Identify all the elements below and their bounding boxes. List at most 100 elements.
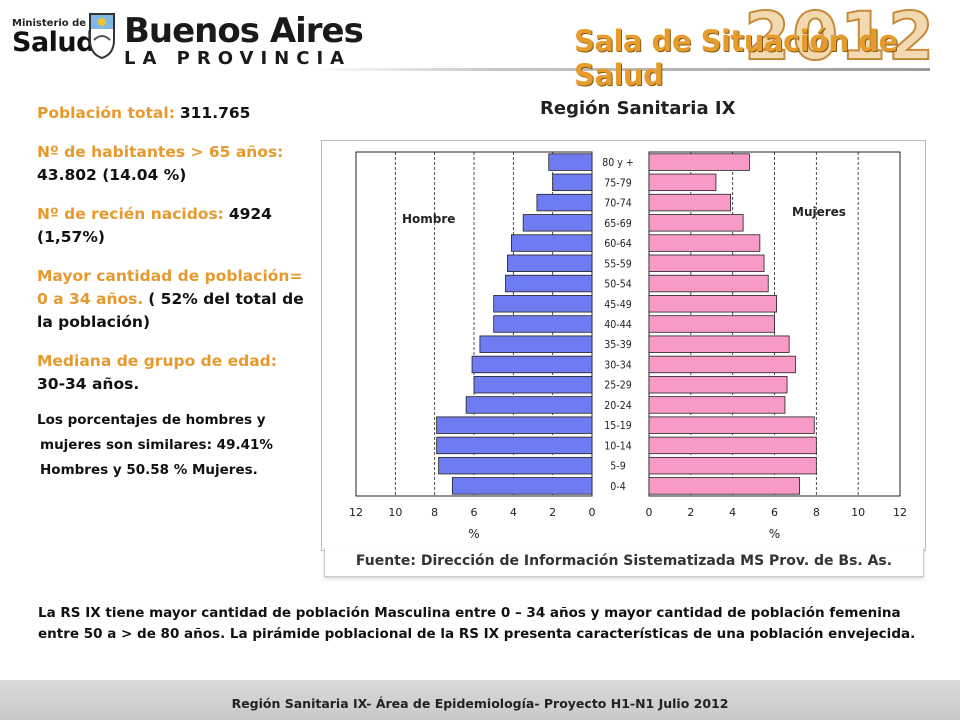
left-tick-label: 10 [388,506,402,519]
nacidos-value: 4924 [228,205,272,223]
age-group-label: 65-69 [604,218,631,230]
male-bar [536,193,593,212]
age-group-label: 40-44 [604,319,631,331]
right-tick-label: 0 [646,506,653,519]
right-tick-label: 4 [729,506,736,519]
female-bar [648,234,761,252]
female-bar [648,173,717,192]
male-bar [473,376,593,394]
chart-title: Región Sanitaria IX [540,98,736,119]
nacidos-line: Nº de recién nacidos: 4924 [37,203,317,226]
age-group-label: 45-49 [604,299,631,311]
female-bar [648,315,775,333]
age-group-label: 55-59 [604,258,631,270]
mayor-poblacion-line: Mayor cantidad de población= 0 a 34 años… [37,265,317,334]
right-axis-label: % [769,527,780,541]
female-bar [648,254,765,272]
age-group-label: 20-24 [604,400,631,412]
year-label: 2012 [743,0,936,75]
ministerio-logo: Ministerio de Salud [12,18,118,64]
population-pyramid-chart: 80 y + 75-79 70-74 65-69 60-64 55-59 50-54 45-4… [321,140,926,551]
male-bar [479,335,593,353]
male-bar [505,274,593,293]
summary-text: La RS IX tiene mayor cantidad de poblaci… [38,605,916,642]
buenos-aires-wordmark: Buenos Aires [124,11,364,51]
female-bar [648,335,790,353]
male-bar [471,355,593,374]
male-bar [507,254,593,272]
age-group-label: 80 y + [602,157,634,169]
source-box: Fuente: Dirección de Información Sistema… [324,548,924,577]
male-series-label: Hombre [402,212,455,226]
age-group-label: 10-14 [604,440,631,452]
male-bar [493,295,593,313]
male-bar [548,153,593,171]
mayores-label: Nº de habitantes > 65 años: [37,143,284,161]
left-tick-label: 0 [589,506,596,519]
male-bar [465,396,593,414]
left-tick-label: 2 [549,506,556,519]
poblacion-value: 311.765 [179,104,251,122]
pyramid-svg: 80 y + 75-79 70-74 65-69 60-64 55-59 50-54 45-4… [349,151,907,541]
age-group-label: 35-39 [604,339,631,351]
nacidos-pct: (1,57%) [37,228,105,246]
female-series-label: Mujeres [792,205,846,219]
female-bar [648,355,796,374]
female-bar [648,396,786,414]
male-bar [436,416,593,434]
ministerio-label: Ministerio de [12,18,87,29]
male-bar [438,456,593,475]
age-group-label: 5-9 [610,461,625,473]
female-bar [648,274,769,293]
left-axis-label: % [468,527,479,541]
mediana-value: 30-34 años. [37,375,140,393]
female-bar [648,436,817,455]
porcentajes-line-3: Hombres y 50.58 % Mujeres. [40,462,258,478]
age-group-label: 50-54 [604,279,631,291]
male-bar [493,315,593,333]
male-bar [436,436,593,455]
female-bar [648,477,801,495]
buenos-aires-logo: Buenos Aires LA PROVINCIA [124,11,364,69]
right-tick-label: 12 [893,506,907,519]
female-bar [648,376,788,394]
female-bar [648,295,777,313]
mayor-poblacion-label: Mayor cantidad de población= 0 a 34 años… [37,267,303,308]
male-bar [522,214,593,232]
source-text: Fuente: Dirección de Información Sistema… [355,553,893,569]
la-provincia-wordmark: LA PROVINCIA [124,48,352,69]
right-tick-label: 6 [771,506,778,519]
right-tick-label: 10 [851,506,865,519]
age-group-label: 15-19 [604,420,631,432]
age-group-label: 0-4 [610,481,625,493]
porcentajes-line-2: mujeres son similares: 49.41% [40,437,273,453]
mediana-label: Mediana de grupo de edad: [37,352,277,370]
nacidos-label: Nº de recién nacidos: [37,205,224,223]
female-bar [648,456,817,475]
mayor-poblacion-value: ( 52% del total de la población) [37,290,304,331]
footer-bar: Región Sanitaria IX- Área de Epidemiolog… [0,680,960,720]
left-tick-label: 8 [431,506,438,519]
female-bar [648,193,731,212]
poblacion-line: Población total: 311.765 [37,102,317,125]
age-group-label: 70-74 [604,198,631,210]
age-group-label: 60-64 [604,238,631,250]
page-title: Sala de Situación de Salud [574,24,898,92]
left-tick-label: 6 [471,506,478,519]
male-bar [451,477,593,495]
poblacion-label: Población total: [37,104,175,122]
female-bar [648,214,744,232]
age-group-label: 30-34 [604,359,631,371]
salud-label: Salud [12,27,95,58]
header-divider [310,68,930,71]
right-tick-label: 2 [687,506,694,519]
porcentajes-line-1: Los porcentajes de hombres y [37,412,266,428]
female-bar [648,153,750,171]
info-panel: Población total: 311.765 Nº de habitante… [37,102,317,483]
male-bar [510,234,593,252]
male-bar [552,173,593,192]
age-group-label: 25-29 [604,380,631,392]
province-shield-icon [89,13,115,60]
left-tick-label: 12 [349,506,363,519]
right-tick-label: 8 [813,506,820,519]
